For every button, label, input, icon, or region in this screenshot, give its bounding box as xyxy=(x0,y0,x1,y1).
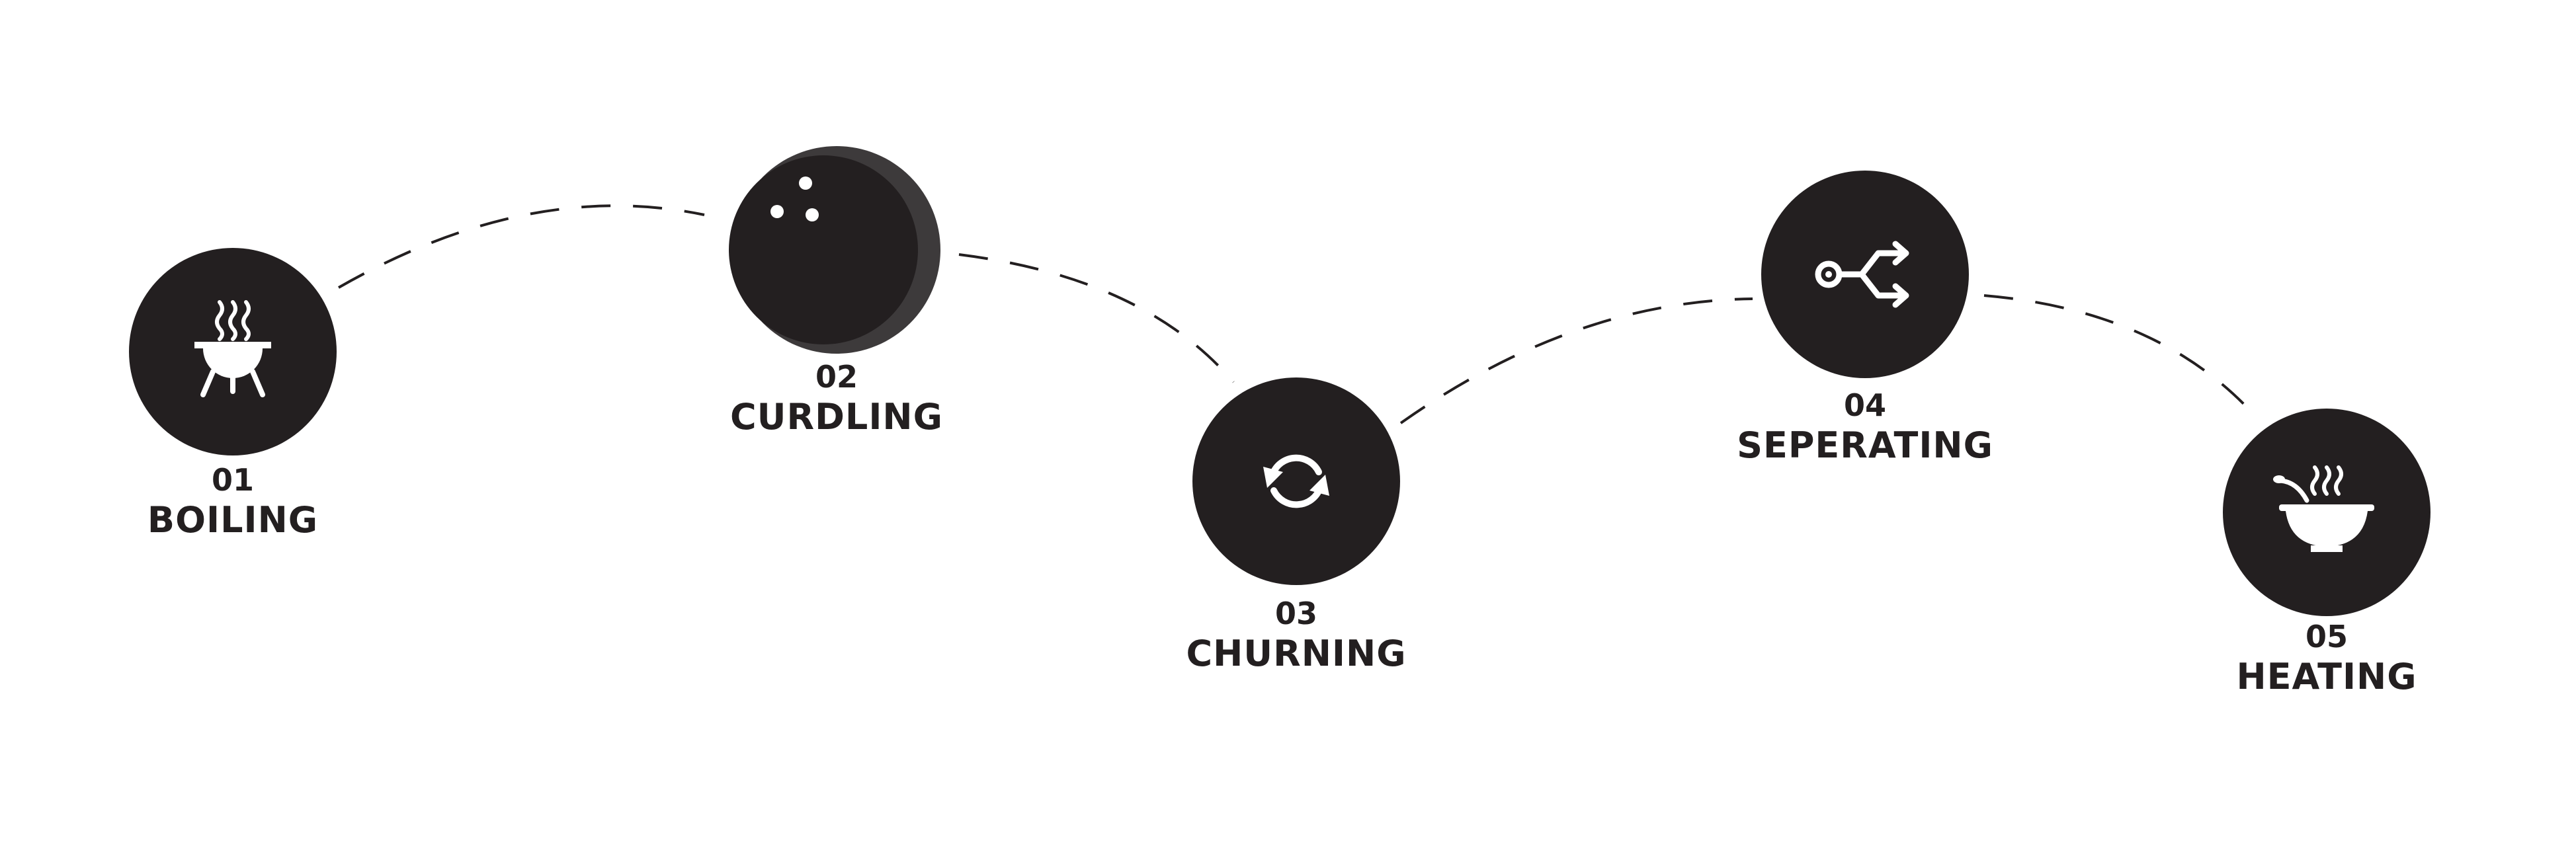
step-01-circle xyxy=(129,248,337,455)
step-04-circle xyxy=(1761,171,1969,378)
connectors xyxy=(338,204,2260,424)
step-04-label: 04 SEPERATING xyxy=(1700,387,2030,467)
step-03-circle xyxy=(1192,377,1400,585)
rotate-arrows-icon xyxy=(1263,454,1329,508)
step-01-title: BOILING xyxy=(147,499,319,541)
connector-04-05 xyxy=(1983,294,2260,421)
step-02-title: CURDLING xyxy=(730,396,943,438)
step-05-label: 05 HEATING xyxy=(2161,618,2492,699)
grill-steam-icon xyxy=(194,300,271,397)
connector-03-04 xyxy=(1399,297,1753,424)
step-03-number: 03 xyxy=(1274,596,1317,631)
step-02-circle xyxy=(729,146,940,354)
step-02-number: 02 xyxy=(815,359,858,395)
split-arrows-icon xyxy=(1815,241,1909,308)
step-01-label: 01 BOILING xyxy=(67,461,398,542)
step-04-number: 04 xyxy=(1843,387,1886,423)
step-05-circle xyxy=(2223,409,2431,616)
step-02-label: 02 CURDLING xyxy=(671,358,1002,439)
step-04-title: SEPERATING xyxy=(1737,424,1993,466)
curd-ball-icon xyxy=(770,177,819,221)
step-03-label: 03 CHURNING xyxy=(1131,595,1462,676)
step-05-title: HEATING xyxy=(2236,656,2417,697)
steaming-bowl-icon xyxy=(2273,465,2374,552)
connector-02-03 xyxy=(958,253,1235,383)
step-03-title: CHURNING xyxy=(1186,633,1407,674)
step-01-number: 01 xyxy=(211,462,254,498)
connector-01-02 xyxy=(338,204,705,289)
step-05-number: 05 xyxy=(2305,619,2348,654)
